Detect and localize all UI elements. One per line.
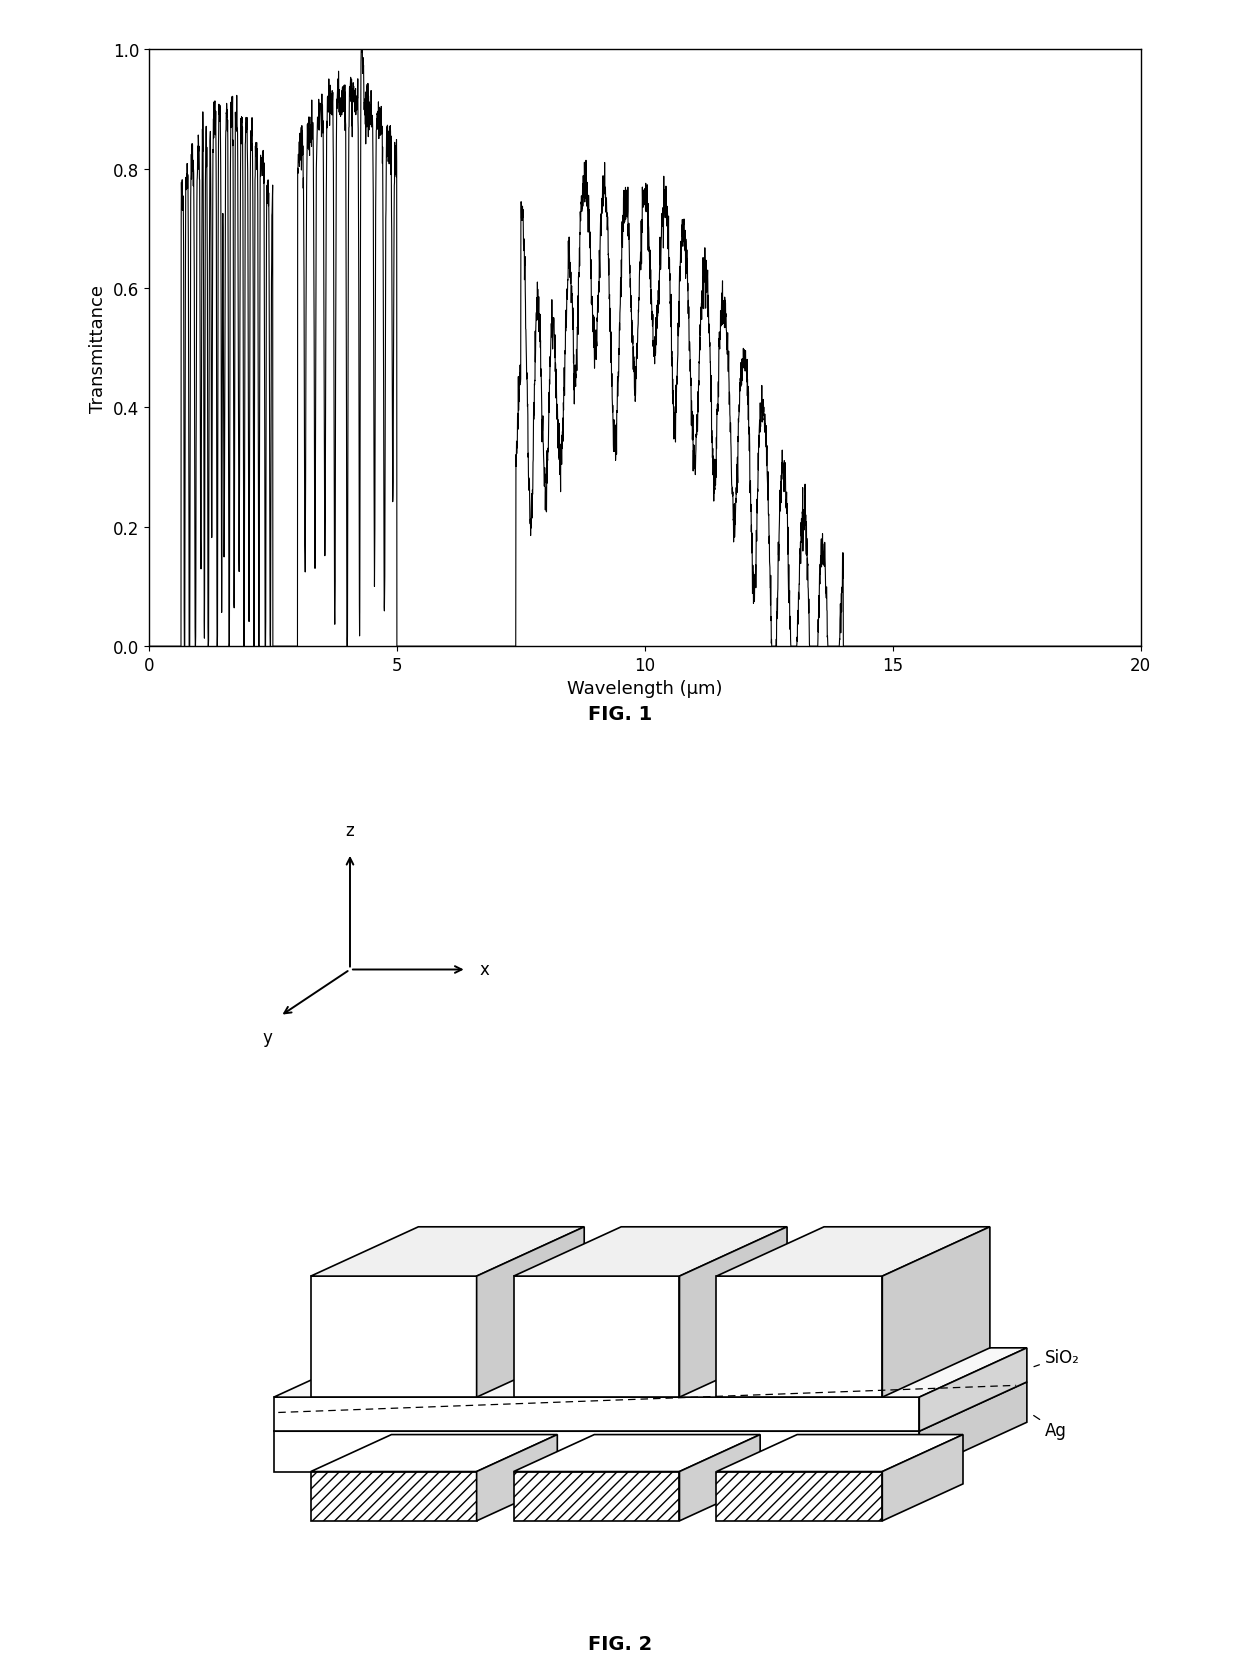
Text: x: x [480, 961, 490, 979]
Polygon shape [680, 1435, 760, 1520]
Text: FIG. 1: FIG. 1 [588, 704, 652, 724]
X-axis label: Wavelength (μm): Wavelength (μm) [567, 680, 723, 699]
Polygon shape [513, 1435, 760, 1472]
Polygon shape [311, 1435, 557, 1472]
Text: Ag: Ag [1034, 1416, 1066, 1440]
Polygon shape [274, 1347, 1027, 1398]
Polygon shape [513, 1472, 680, 1520]
Polygon shape [274, 1383, 1027, 1431]
Polygon shape [274, 1431, 919, 1472]
Polygon shape [680, 1226, 787, 1398]
Polygon shape [717, 1277, 883, 1398]
Polygon shape [311, 1472, 476, 1520]
Polygon shape [883, 1435, 963, 1520]
Polygon shape [476, 1435, 557, 1520]
Text: y: y [263, 1028, 273, 1047]
Polygon shape [883, 1226, 990, 1398]
Text: SiO₂: SiO₂ [1034, 1347, 1080, 1368]
Polygon shape [717, 1472, 883, 1520]
Polygon shape [311, 1277, 476, 1398]
Polygon shape [513, 1226, 787, 1277]
Polygon shape [919, 1383, 1027, 1472]
Polygon shape [476, 1226, 584, 1398]
Y-axis label: Transmittance: Transmittance [89, 284, 107, 413]
Polygon shape [919, 1347, 1027, 1431]
Polygon shape [311, 1226, 584, 1277]
Text: z: z [346, 822, 355, 840]
Text: FIG. 2: FIG. 2 [588, 1633, 652, 1653]
Polygon shape [274, 1398, 919, 1431]
Polygon shape [513, 1277, 680, 1398]
Polygon shape [717, 1226, 990, 1277]
Polygon shape [717, 1435, 963, 1472]
